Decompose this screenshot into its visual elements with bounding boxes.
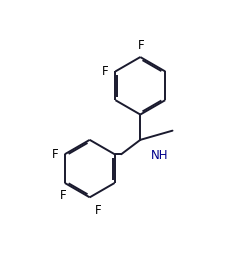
Text: F: F bbox=[60, 189, 67, 203]
Text: F: F bbox=[137, 39, 143, 52]
Text: NH: NH bbox=[150, 149, 167, 162]
Text: F: F bbox=[52, 148, 58, 161]
Text: F: F bbox=[102, 65, 109, 78]
Text: F: F bbox=[94, 204, 101, 217]
